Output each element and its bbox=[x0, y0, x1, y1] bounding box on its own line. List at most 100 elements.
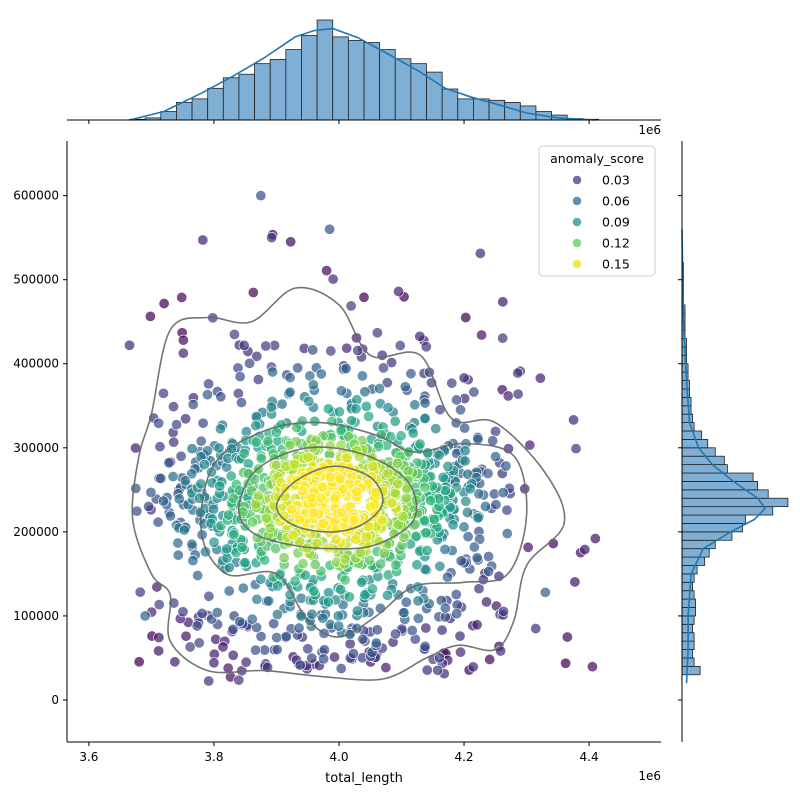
scatter-point bbox=[589, 533, 601, 545]
scatter-point bbox=[335, 506, 347, 518]
scatter-point bbox=[442, 460, 454, 472]
scatter-point bbox=[169, 656, 181, 668]
scatter-point bbox=[197, 417, 209, 429]
legend-label: 0.12 bbox=[602, 236, 630, 251]
scatter-point bbox=[309, 415, 321, 427]
scatter-point bbox=[467, 661, 479, 673]
scatter-point bbox=[307, 379, 319, 391]
scatter-point bbox=[307, 344, 319, 356]
x-tick-label: 4.0 bbox=[329, 750, 348, 764]
scatter-point bbox=[402, 465, 414, 477]
top-histogram-bar bbox=[285, 49, 302, 121]
scatter-point bbox=[198, 459, 210, 471]
scatter-point bbox=[214, 423, 226, 435]
scatter-point bbox=[321, 265, 333, 277]
scatter-point bbox=[168, 436, 180, 448]
scatter-point bbox=[303, 395, 315, 407]
scatter-point bbox=[451, 394, 463, 406]
scatter-point bbox=[201, 389, 213, 401]
scatter-point bbox=[329, 651, 341, 663]
scatter-point bbox=[173, 493, 185, 505]
scatter-point bbox=[288, 459, 300, 471]
y-tick-label: 600000 bbox=[13, 189, 59, 203]
scatter-point bbox=[131, 505, 143, 517]
legend-marker bbox=[572, 238, 582, 248]
scatter-point bbox=[530, 623, 542, 635]
scatter-point bbox=[459, 445, 471, 457]
scatter-point bbox=[327, 273, 339, 285]
scatter-point bbox=[260, 512, 272, 524]
scatter-point bbox=[164, 510, 176, 522]
legend-marker bbox=[572, 196, 582, 206]
scatter-point bbox=[434, 560, 446, 572]
scatter-point bbox=[332, 610, 344, 622]
scatter-point bbox=[490, 451, 502, 463]
scatter-point bbox=[203, 590, 215, 602]
scatter-point bbox=[411, 559, 423, 571]
scatter-point bbox=[569, 576, 581, 588]
scatter-point bbox=[247, 287, 259, 299]
scatter-point bbox=[407, 427, 419, 439]
right-kde-line bbox=[681, 229, 767, 684]
scatter-point bbox=[468, 541, 480, 553]
scatter-point bbox=[186, 443, 198, 455]
scatter-point bbox=[276, 398, 288, 410]
scatter-point bbox=[390, 559, 402, 571]
right-histogram-bar bbox=[681, 396, 692, 407]
scatter-point bbox=[421, 545, 433, 557]
right-histogram-bar bbox=[681, 548, 710, 558]
top-histogram-bar bbox=[238, 73, 255, 121]
top-histogram-bar bbox=[457, 98, 474, 121]
scatter-point bbox=[309, 559, 321, 571]
scatter-point bbox=[462, 531, 474, 543]
scatter-point bbox=[483, 550, 495, 562]
scatter-point bbox=[175, 450, 187, 462]
right-histogram-bar bbox=[681, 665, 701, 676]
scatter-point bbox=[394, 340, 406, 352]
scatter-point bbox=[225, 470, 237, 482]
scatter-point bbox=[460, 495, 472, 507]
scatter-point bbox=[391, 457, 403, 469]
scatter-point bbox=[502, 390, 514, 402]
scatter-point bbox=[193, 637, 205, 649]
top-x-offset-label: 1e6 bbox=[638, 123, 661, 137]
scatter-point bbox=[154, 441, 166, 453]
right-histogram-bar bbox=[681, 623, 693, 634]
scatter-point bbox=[395, 430, 407, 442]
scatter-point bbox=[461, 506, 473, 518]
scatter-point bbox=[472, 512, 484, 524]
scatter-point bbox=[500, 460, 512, 472]
scatter-point bbox=[317, 518, 329, 530]
y-tick-label: 300000 bbox=[13, 441, 59, 455]
scatter-point bbox=[287, 529, 299, 541]
scatter-point bbox=[208, 657, 220, 669]
scatter-point bbox=[284, 372, 296, 384]
y-tick-label: 100000 bbox=[13, 609, 59, 623]
scatter-point bbox=[432, 664, 444, 676]
x-tick-label: 4.2 bbox=[454, 750, 473, 764]
scatter-point bbox=[579, 544, 591, 556]
kde-contours bbox=[131, 286, 566, 681]
scatter-point bbox=[172, 537, 184, 549]
scatter-point bbox=[227, 492, 239, 504]
scatter-point bbox=[410, 530, 422, 542]
scatter-point bbox=[306, 608, 318, 620]
scatter-point bbox=[177, 347, 189, 359]
scatter-point bbox=[343, 591, 355, 603]
scatter-point bbox=[382, 467, 394, 479]
scatter-point bbox=[316, 481, 328, 493]
scatter-point bbox=[459, 455, 471, 467]
scatter-point bbox=[376, 349, 388, 361]
scatter-point bbox=[153, 645, 165, 657]
scatter-point bbox=[293, 622, 305, 634]
scatter-point bbox=[334, 473, 346, 485]
scatter-point bbox=[214, 480, 226, 492]
scatter-point bbox=[251, 593, 263, 605]
scatter-point bbox=[289, 575, 301, 587]
right-histogram-bar bbox=[681, 573, 695, 583]
top-histogram-bar bbox=[269, 59, 287, 121]
scatter-point bbox=[424, 494, 436, 506]
x-offset-label: 1e6 bbox=[638, 769, 661, 783]
